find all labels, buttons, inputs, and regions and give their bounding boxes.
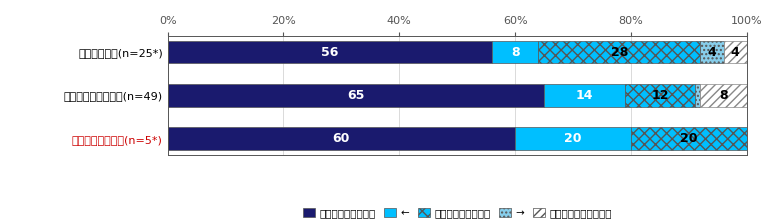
Text: 12: 12 xyxy=(652,89,668,102)
Bar xyxy=(724,41,747,63)
Text: 56: 56 xyxy=(321,46,338,59)
Bar xyxy=(695,84,700,107)
Bar xyxy=(544,84,625,107)
Text: 14: 14 xyxy=(576,89,594,102)
Bar xyxy=(538,41,700,63)
Bar xyxy=(492,41,538,63)
Text: 8: 8 xyxy=(719,89,728,102)
Legend: 事件が関係している, ←, どちらともいえない, →, 事件と全く関係がない: 事件が関係している, ←, どちらともいえない, →, 事件と全く関係がない xyxy=(299,204,616,222)
Bar xyxy=(700,41,724,63)
Text: 20: 20 xyxy=(565,132,581,145)
Text: 4: 4 xyxy=(708,46,716,59)
Bar xyxy=(168,41,492,63)
Text: 60: 60 xyxy=(333,132,350,145)
Text: 8: 8 xyxy=(511,46,520,59)
Text: 20: 20 xyxy=(680,132,697,145)
Bar xyxy=(700,84,747,107)
Bar xyxy=(625,84,695,107)
Bar xyxy=(515,127,631,150)
Text: 4: 4 xyxy=(731,46,740,59)
Bar xyxy=(168,84,544,107)
Bar xyxy=(631,127,747,150)
Text: 28: 28 xyxy=(610,46,628,59)
Bar xyxy=(168,127,515,150)
Text: 65: 65 xyxy=(347,89,364,102)
